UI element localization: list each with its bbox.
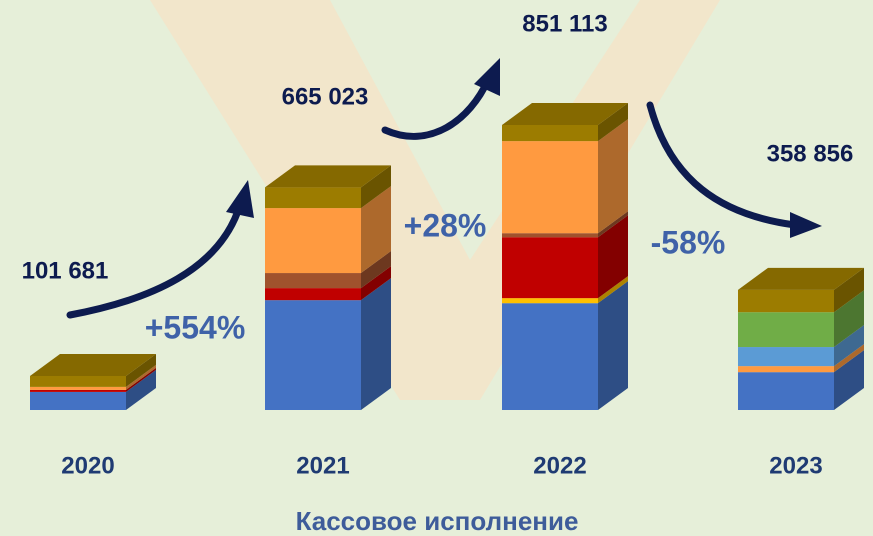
bar-segment xyxy=(30,375,126,387)
bar-side xyxy=(126,353,156,387)
bar-side xyxy=(598,276,628,304)
bar-side xyxy=(361,251,391,289)
arrow xyxy=(646,101,799,229)
arrow-head xyxy=(790,212,822,238)
annotation: -58% xyxy=(651,224,726,260)
value-label: 358 856 xyxy=(767,140,854,167)
bar-segment xyxy=(30,386,126,390)
bar-segment xyxy=(502,141,598,234)
bar-side xyxy=(598,119,628,234)
bar-side xyxy=(834,325,864,367)
bar-segment xyxy=(738,312,834,348)
bar-side xyxy=(126,369,156,410)
value-label: 851 113 xyxy=(522,10,607,37)
arrow xyxy=(381,76,492,140)
bar-segment xyxy=(265,273,361,289)
arrow xyxy=(66,201,244,319)
bar-side xyxy=(126,367,156,392)
bar-side xyxy=(361,278,391,410)
bar-segment xyxy=(30,391,126,410)
bar-segment xyxy=(502,303,598,410)
bar-side xyxy=(361,266,391,301)
arrow-head xyxy=(474,58,500,96)
bar-segment xyxy=(502,298,598,304)
bars xyxy=(30,103,864,410)
bar-top xyxy=(265,165,391,188)
bar-side xyxy=(834,344,864,373)
bar-side xyxy=(598,211,628,238)
bar-segment xyxy=(738,372,834,410)
x-tick-label: 2021 xyxy=(296,452,349,479)
bar-side xyxy=(598,103,628,142)
bar-side xyxy=(834,290,864,348)
bar-segment xyxy=(738,347,834,367)
bar-segment xyxy=(502,233,598,238)
background-band xyxy=(150,0,720,400)
bar-segment xyxy=(265,300,361,410)
bar-side xyxy=(598,215,628,299)
bar-side xyxy=(126,364,156,390)
bar-segment xyxy=(502,125,598,142)
bar-segment xyxy=(265,288,361,301)
annotation: +554% xyxy=(145,309,246,345)
bar-segment xyxy=(738,366,834,373)
bar-top xyxy=(30,353,156,376)
bar-side xyxy=(361,186,391,274)
bar-segment xyxy=(738,289,834,313)
bar-side xyxy=(361,165,391,209)
arrows xyxy=(66,76,799,319)
chart-title: Кассовое исполнение xyxy=(296,506,579,536)
arrow-heads xyxy=(226,58,822,238)
bar-segment xyxy=(30,389,126,392)
arrow-head xyxy=(226,180,254,218)
bar-top xyxy=(738,267,864,290)
value-label: 665 023 xyxy=(282,83,369,110)
bar-segment xyxy=(265,208,361,274)
x-tick-label: 2022 xyxy=(533,452,586,479)
x-tick-label: 2023 xyxy=(769,452,822,479)
bar-side xyxy=(834,267,864,313)
bar-segment xyxy=(265,187,361,209)
bar-side xyxy=(598,281,628,410)
bar-segment xyxy=(502,237,598,299)
bar-side xyxy=(834,350,864,410)
x-tick-label: 2020 xyxy=(61,452,114,479)
bar-top xyxy=(502,103,628,125)
value-label: 101 681 xyxy=(22,257,109,284)
annotation: +28% xyxy=(404,207,487,243)
